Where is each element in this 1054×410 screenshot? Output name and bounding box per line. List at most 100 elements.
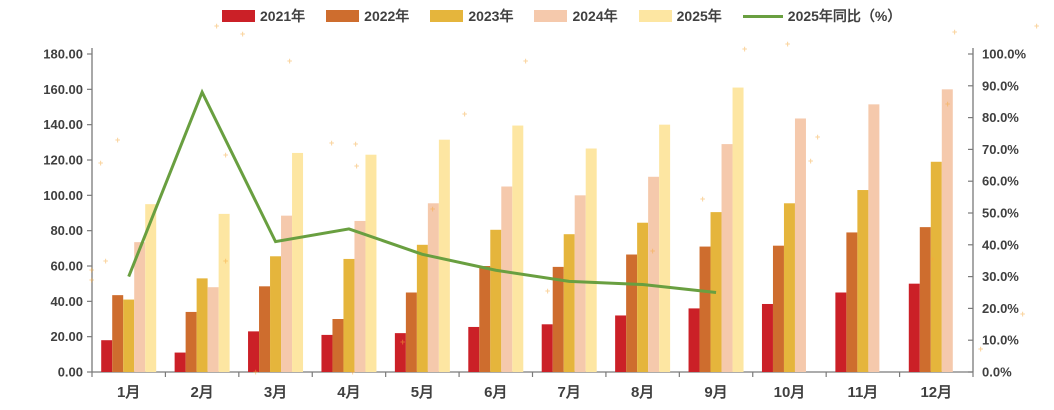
- legend-color-swatch: [430, 10, 464, 22]
- bar-2024年-9月: [721, 144, 733, 372]
- left-axis-tick-label: 20.00: [50, 329, 83, 344]
- legend-item-2025年[interactable]: 2025年: [638, 6, 722, 26]
- bar-2024年-8月: [648, 176, 660, 372]
- legend-label: 2025年: [676, 8, 722, 24]
- bar-2025年-5月: [438, 139, 450, 372]
- right-axis-tick-label: 40.0%: [982, 237, 1019, 252]
- legend-label: 2023年: [468, 8, 514, 24]
- bar-2022年-10月: [772, 245, 784, 372]
- x-axis-category-label: 4月: [337, 384, 360, 401]
- bar-2024年-1月: [134, 242, 146, 372]
- bar-2023年-7月: [563, 234, 575, 372]
- bar-2024年-7月: [574, 195, 586, 372]
- bar-2022年-2月: [185, 311, 197, 372]
- bar-2021年-2月: [174, 352, 186, 372]
- bar-2025年-3月: [292, 152, 304, 372]
- right-axis-tick-label: 70.0%: [982, 142, 1019, 157]
- bar-2025年-7月: [585, 148, 597, 372]
- bar-2025年-2月: [218, 213, 230, 372]
- x-axis-category-label: 11月: [847, 384, 878, 401]
- bar-2025年-1月: [145, 204, 157, 372]
- bar-2022年-5月: [405, 292, 417, 372]
- bar-2021年-10月: [761, 303, 773, 372]
- bar-2023年-12月: [930, 161, 942, 372]
- bar-2022年-3月: [259, 286, 271, 372]
- bar-2023年-6月: [490, 229, 502, 372]
- bar-2023年-10月: [783, 203, 795, 372]
- x-axis-category-label: 3月: [264, 384, 287, 401]
- bar-2023年-8月: [637, 222, 649, 372]
- left-axis-tick-label: 140.00: [43, 117, 83, 132]
- bar-2021年-8月: [615, 315, 627, 372]
- bar-2023年-5月: [416, 244, 428, 372]
- bar-2024年-10月: [794, 118, 806, 372]
- right-axis-tick-label: 90.0%: [982, 78, 1019, 93]
- bar-2024年-11月: [868, 104, 880, 372]
- bar-2022年-6月: [479, 266, 491, 372]
- bar-2022年-1月: [112, 295, 124, 372]
- x-axis-category-label: 12月: [920, 384, 952, 401]
- left-axis-tick-label: 120.00: [43, 153, 83, 168]
- legend-item-2021年[interactable]: 2021年: [222, 6, 305, 26]
- legend-item-2024年[interactable]: 2024年: [534, 6, 618, 26]
- bar-2021年-1月: [101, 340, 113, 372]
- bar-2024年-2月: [207, 287, 219, 372]
- bar-2023年-1月: [123, 299, 135, 372]
- x-axis-category-label: 9月: [704, 384, 727, 401]
- bar-2021年-7月: [541, 324, 553, 372]
- right-axis-tick-label: 20.0%: [982, 301, 1019, 316]
- right-axis-tick-label: 60.0%: [982, 174, 1019, 189]
- legend-color-swatch: [534, 10, 568, 22]
- bar-2024年-3月: [281, 215, 293, 372]
- bar-2024年-12月: [941, 89, 953, 372]
- bar-2025年-9月: [732, 87, 744, 373]
- legend-label: 2024年: [572, 8, 618, 24]
- bar-2025年-6月: [512, 125, 524, 372]
- bar-2023年-4月: [343, 258, 355, 372]
- legend-item-2022年[interactable]: 2022年: [326, 6, 409, 26]
- bar-2024年-5月: [427, 203, 439, 372]
- bar-2022年-7月: [552, 266, 564, 372]
- bar-2022年-11月: [846, 232, 858, 372]
- x-axis-category-label: 2月: [190, 384, 213, 401]
- left-axis-tick-label: 100.00: [43, 188, 83, 203]
- x-axis-category-label: 7月: [558, 384, 581, 401]
- right-axis-tick-label: 50.0%: [982, 206, 1019, 221]
- right-axis-tick-label: 30.0%: [982, 269, 1019, 284]
- legend-color-swatch: [326, 10, 360, 22]
- bar-2023年-11月: [857, 190, 869, 372]
- legend-line-marker: [742, 14, 783, 18]
- left-axis-tick-label: 60.00: [50, 259, 83, 274]
- left-axis-tick-label: 160.00: [43, 82, 83, 97]
- bar-2025年-4月: [365, 154, 377, 372]
- legend-item-2025年同比（%）[interactable]: 2025年同比（%）: [742, 6, 902, 26]
- bar-2025年-8月: [659, 124, 671, 373]
- x-axis-category-label: 6月: [484, 384, 507, 401]
- yoy-line: [127, 88, 717, 294]
- legend-color-swatch: [638, 10, 672, 22]
- bar-2021年-4月: [321, 334, 333, 372]
- bar-2022年-4月: [332, 319, 344, 372]
- bar-2022年-12月: [919, 227, 931, 372]
- left-axis-tick-label: 0.00: [58, 365, 83, 380]
- bar-2021年-3月: [248, 331, 260, 372]
- x-axis-category-label: 5月: [411, 384, 434, 401]
- bar-2022年-8月: [626, 254, 638, 372]
- right-axis-tick-label: 0.0%: [982, 365, 1012, 380]
- right-axis-tick-label: 100.0%: [982, 47, 1027, 62]
- bar-2021年-6月: [468, 326, 480, 372]
- legend-label: 2025年同比（%）: [787, 8, 902, 24]
- bar-2024年-6月: [501, 186, 513, 372]
- x-axis-category-label: 10月: [774, 384, 806, 401]
- legend-color-swatch: [222, 10, 255, 22]
- x-axis-category-label: 1月: [117, 384, 140, 401]
- left-axis-tick-label: 40.00: [50, 294, 83, 309]
- legend-label: 2022年: [364, 8, 410, 24]
- right-axis-tick-label: 80.0%: [982, 110, 1019, 125]
- x-axis-category-label: 8月: [631, 384, 654, 401]
- left-axis-tick-label: 80.00: [50, 223, 83, 238]
- legend-item-2023年[interactable]: 2023年: [430, 6, 513, 26]
- bar-2024年-4月: [354, 220, 366, 372]
